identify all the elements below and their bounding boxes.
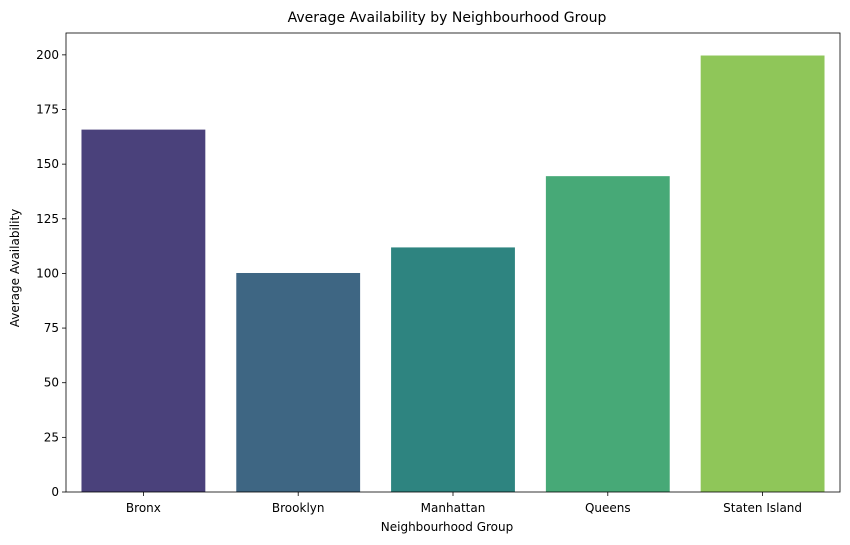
y-tick-label: 150	[36, 157, 59, 171]
bar-manhattan	[391, 247, 515, 492]
y-tick-label: 75	[44, 321, 59, 335]
bar-brooklyn	[236, 272, 361, 492]
x-tick-label: Bronx	[126, 501, 161, 515]
y-tick-label: 0	[51, 485, 59, 499]
bar-bronx	[81, 129, 206, 492]
x-axis-label: Neighbourhood Group	[381, 520, 513, 534]
bar-queens	[545, 176, 670, 492]
y-tick-label: 200	[36, 48, 59, 62]
y-axis-label: Average Availability	[8, 209, 22, 328]
x-tick-label: Staten Island	[723, 501, 802, 515]
x-tick-label: Brooklyn	[272, 501, 325, 515]
y-tick-label: 100	[36, 266, 59, 280]
y-tick-label: 25	[44, 430, 59, 444]
bar-staten-island	[700, 55, 825, 493]
x-tick-label: Queens	[585, 501, 631, 515]
y-tick-label: 50	[44, 376, 59, 390]
y-tick-label: 125	[36, 212, 59, 226]
plot-area: 0 25 50 75 100 125 150 175 200 Bronx Brooklyn Manha…	[36, 32, 841, 515]
y-tick-label: 175	[36, 103, 59, 117]
chart-title: Average Availability by Neighbourhood Gr…	[288, 10, 607, 26]
x-tick-label: Manhattan	[421, 501, 486, 515]
